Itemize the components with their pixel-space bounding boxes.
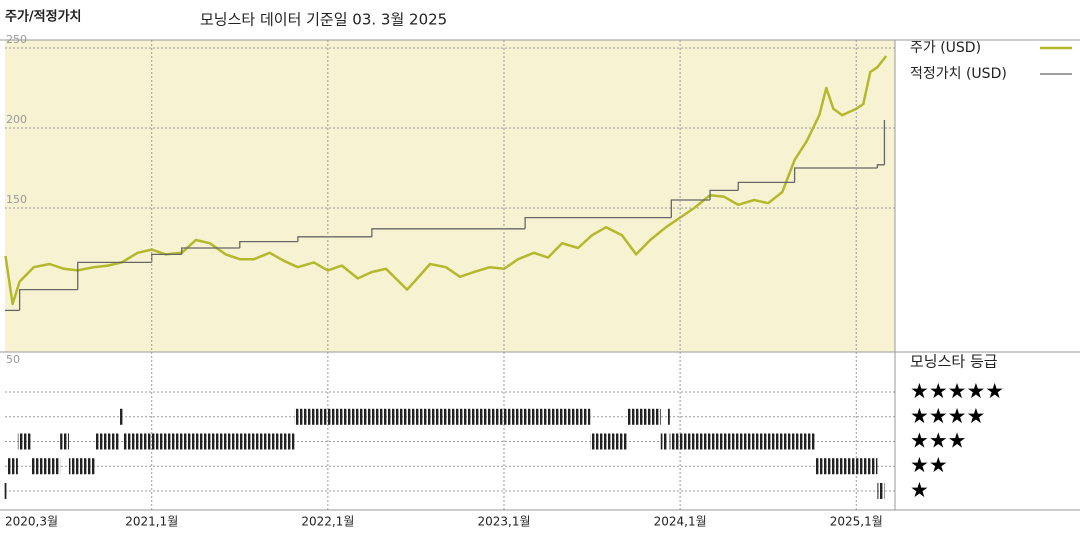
rating-period bbox=[669, 433, 816, 450]
rating-period bbox=[123, 433, 295, 450]
rating-period bbox=[95, 433, 121, 450]
chart-title: 주가/적정가치 bbox=[5, 9, 82, 25]
y-tick-label: 150 bbox=[6, 193, 27, 206]
rating-label: ★★ bbox=[910, 453, 948, 477]
price-panel-bg bbox=[5, 40, 895, 352]
x-tick-label: 2023,1월 bbox=[477, 515, 530, 529]
rating-period bbox=[7, 458, 18, 475]
x-tick-label: 2024,1월 bbox=[654, 515, 707, 529]
fair-value-step bbox=[181, 247, 240, 255]
rating-period bbox=[660, 433, 668, 450]
rating-label: ★★★ bbox=[910, 429, 966, 453]
y-tick-label: 250 bbox=[6, 33, 27, 46]
rating-period bbox=[627, 408, 661, 425]
fair-value-step bbox=[737, 181, 795, 191]
fair-value-step bbox=[239, 240, 298, 248]
rating-period bbox=[4, 482, 8, 499]
rating-label: ★★★★★ bbox=[910, 379, 1004, 403]
rating-period bbox=[31, 458, 61, 475]
fair-value-step bbox=[151, 253, 182, 263]
legend-label: 적정가치 (USD) bbox=[910, 66, 1007, 82]
fair-value-step bbox=[709, 189, 739, 200]
fair-value-step bbox=[793, 167, 878, 183]
rating-label: ★★★★ bbox=[910, 404, 985, 428]
fair-value-step bbox=[77, 261, 152, 290]
fair-value-step bbox=[670, 199, 711, 218]
x-tick-label: 2021,1월 bbox=[125, 515, 178, 529]
x-tick-label: 2022,1월 bbox=[301, 515, 354, 529]
rating-period bbox=[877, 482, 885, 499]
y-tick-label: 50 bbox=[6, 353, 20, 366]
rating-title: 모닝스타 등급 bbox=[910, 353, 998, 371]
fair-value-step bbox=[18, 288, 78, 311]
fair-value-step bbox=[876, 164, 885, 168]
rating-period bbox=[120, 408, 124, 425]
rating-period bbox=[68, 458, 96, 475]
rating-label: ★ bbox=[910, 478, 929, 502]
x-tick-label: 2025,1월 bbox=[830, 515, 883, 529]
rating-period bbox=[667, 408, 670, 425]
fair-value-step bbox=[371, 228, 526, 237]
x-tick-label: 2020,3월 bbox=[5, 515, 58, 529]
rating-period bbox=[294, 408, 591, 425]
rating-period bbox=[815, 458, 878, 475]
rating-period bbox=[590, 433, 628, 450]
y-tick-label: 200 bbox=[6, 113, 27, 126]
legend-label: 주가 (USD) bbox=[910, 40, 981, 56]
rating-period bbox=[17, 433, 32, 450]
fair-value-step bbox=[524, 216, 672, 229]
rating-period bbox=[60, 433, 69, 450]
chart-subtitle: 모닝스타 데이터 기준일 03. 3월 2025 bbox=[200, 11, 447, 29]
fair-value-step bbox=[297, 236, 372, 242]
